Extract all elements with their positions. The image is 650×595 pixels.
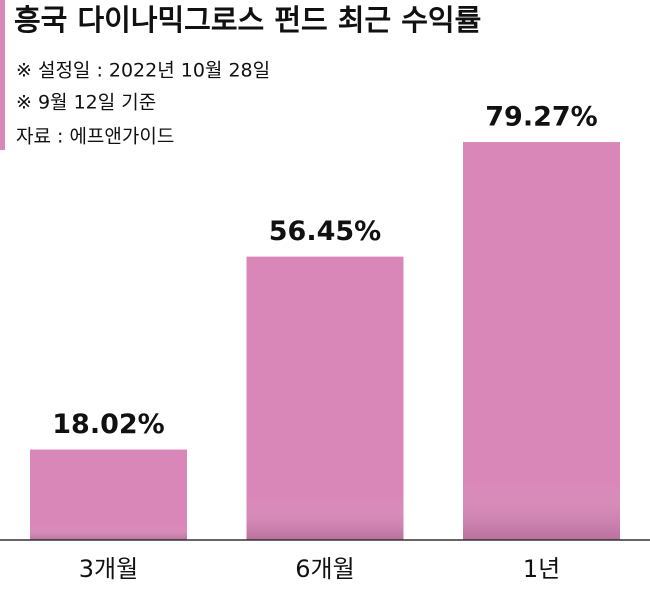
accent-bar	[0, 0, 5, 150]
bar-shade	[463, 142, 620, 540]
note: ※ 9월 12일 기준	[16, 92, 156, 114]
note: ※ 설정일 : 2022년 10월 28일	[16, 60, 270, 82]
x-tick-label: 1년	[523, 555, 560, 583]
bar-shade	[30, 449, 187, 540]
bar-shade	[246, 256, 404, 540]
chart-title: 흥국 다이나믹그로스 펀드 최근 수익률	[14, 3, 481, 37]
note: 자료 : 에프앤가이드	[16, 126, 174, 148]
data-label: 18.02%	[52, 409, 164, 440]
data-label: 56.45%	[269, 216, 381, 247]
x-tick-label: 3개월	[79, 555, 138, 583]
data-label: 79.27%	[485, 102, 597, 133]
x-tick-label: 6개월	[295, 555, 354, 583]
